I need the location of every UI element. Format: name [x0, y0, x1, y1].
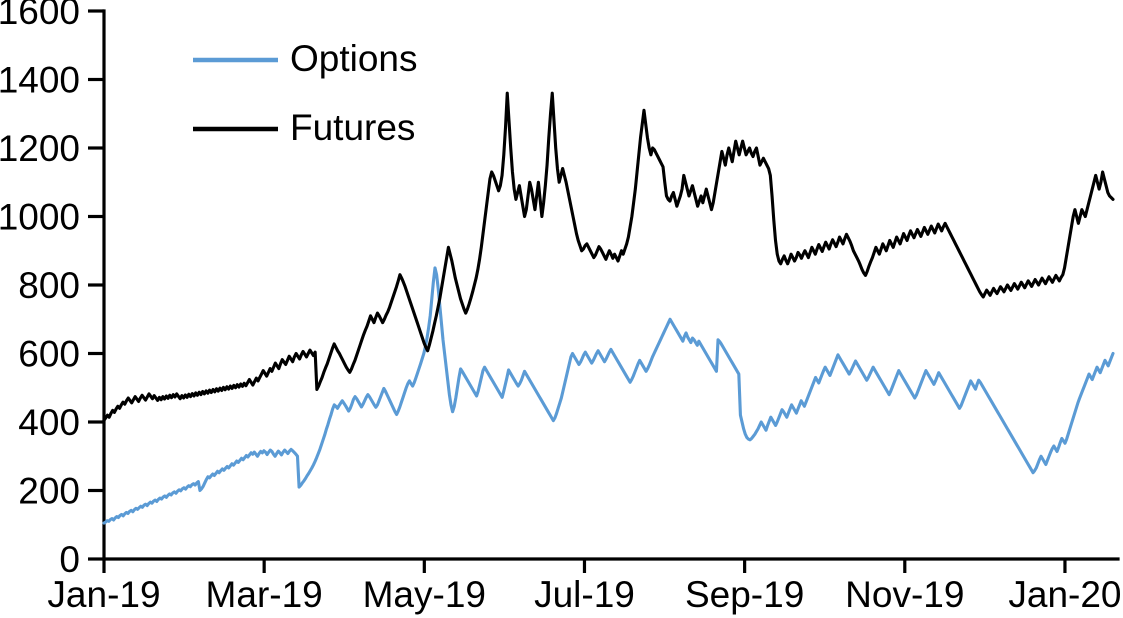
y-tick-label: 1600 — [0, 0, 80, 32]
y-axis-tick-labels: 0 200 400 600 800 1000 1200 1400 1600 — [0, 0, 80, 580]
legend-label-futures: Futures — [290, 107, 415, 148]
x-tick-label: May-19 — [363, 574, 486, 615]
y-tick-label: 400 — [18, 402, 80, 443]
x-tick-label: Mar-19 — [206, 574, 323, 615]
legend-label-options: Options — [290, 38, 418, 79]
y-tick-label: 600 — [18, 334, 80, 375]
y-tick-label: 1400 — [0, 60, 80, 101]
y-tick-label: 1000 — [0, 197, 80, 238]
series-line-futures — [102, 91, 1115, 422]
y-tick-label: 0 — [59, 539, 80, 580]
y-axis-ticks — [88, 9, 104, 561]
x-tick-label: Nov-19 — [845, 574, 964, 615]
chart-legend: Options Futures — [193, 38, 418, 148]
x-axis-ticks — [102, 559, 1067, 573]
series-line-options — [102, 266, 1115, 525]
y-tick-label: 1200 — [0, 128, 80, 169]
y-tick-label: 200 — [18, 471, 80, 512]
x-tick-label: Jan-20 — [1008, 574, 1121, 615]
x-tick-label: Jul-19 — [534, 574, 635, 615]
y-tick-label: 800 — [18, 265, 80, 306]
x-tick-label: Jan-19 — [47, 574, 160, 615]
x-axis-tick-labels: Jan-19 Mar-19 May-19 Jul-19 Sep-19 Nov-19 Jan-… — [47, 574, 1121, 615]
x-tick-label: Sep-19 — [685, 574, 804, 615]
data-series-group — [102, 91, 1115, 525]
